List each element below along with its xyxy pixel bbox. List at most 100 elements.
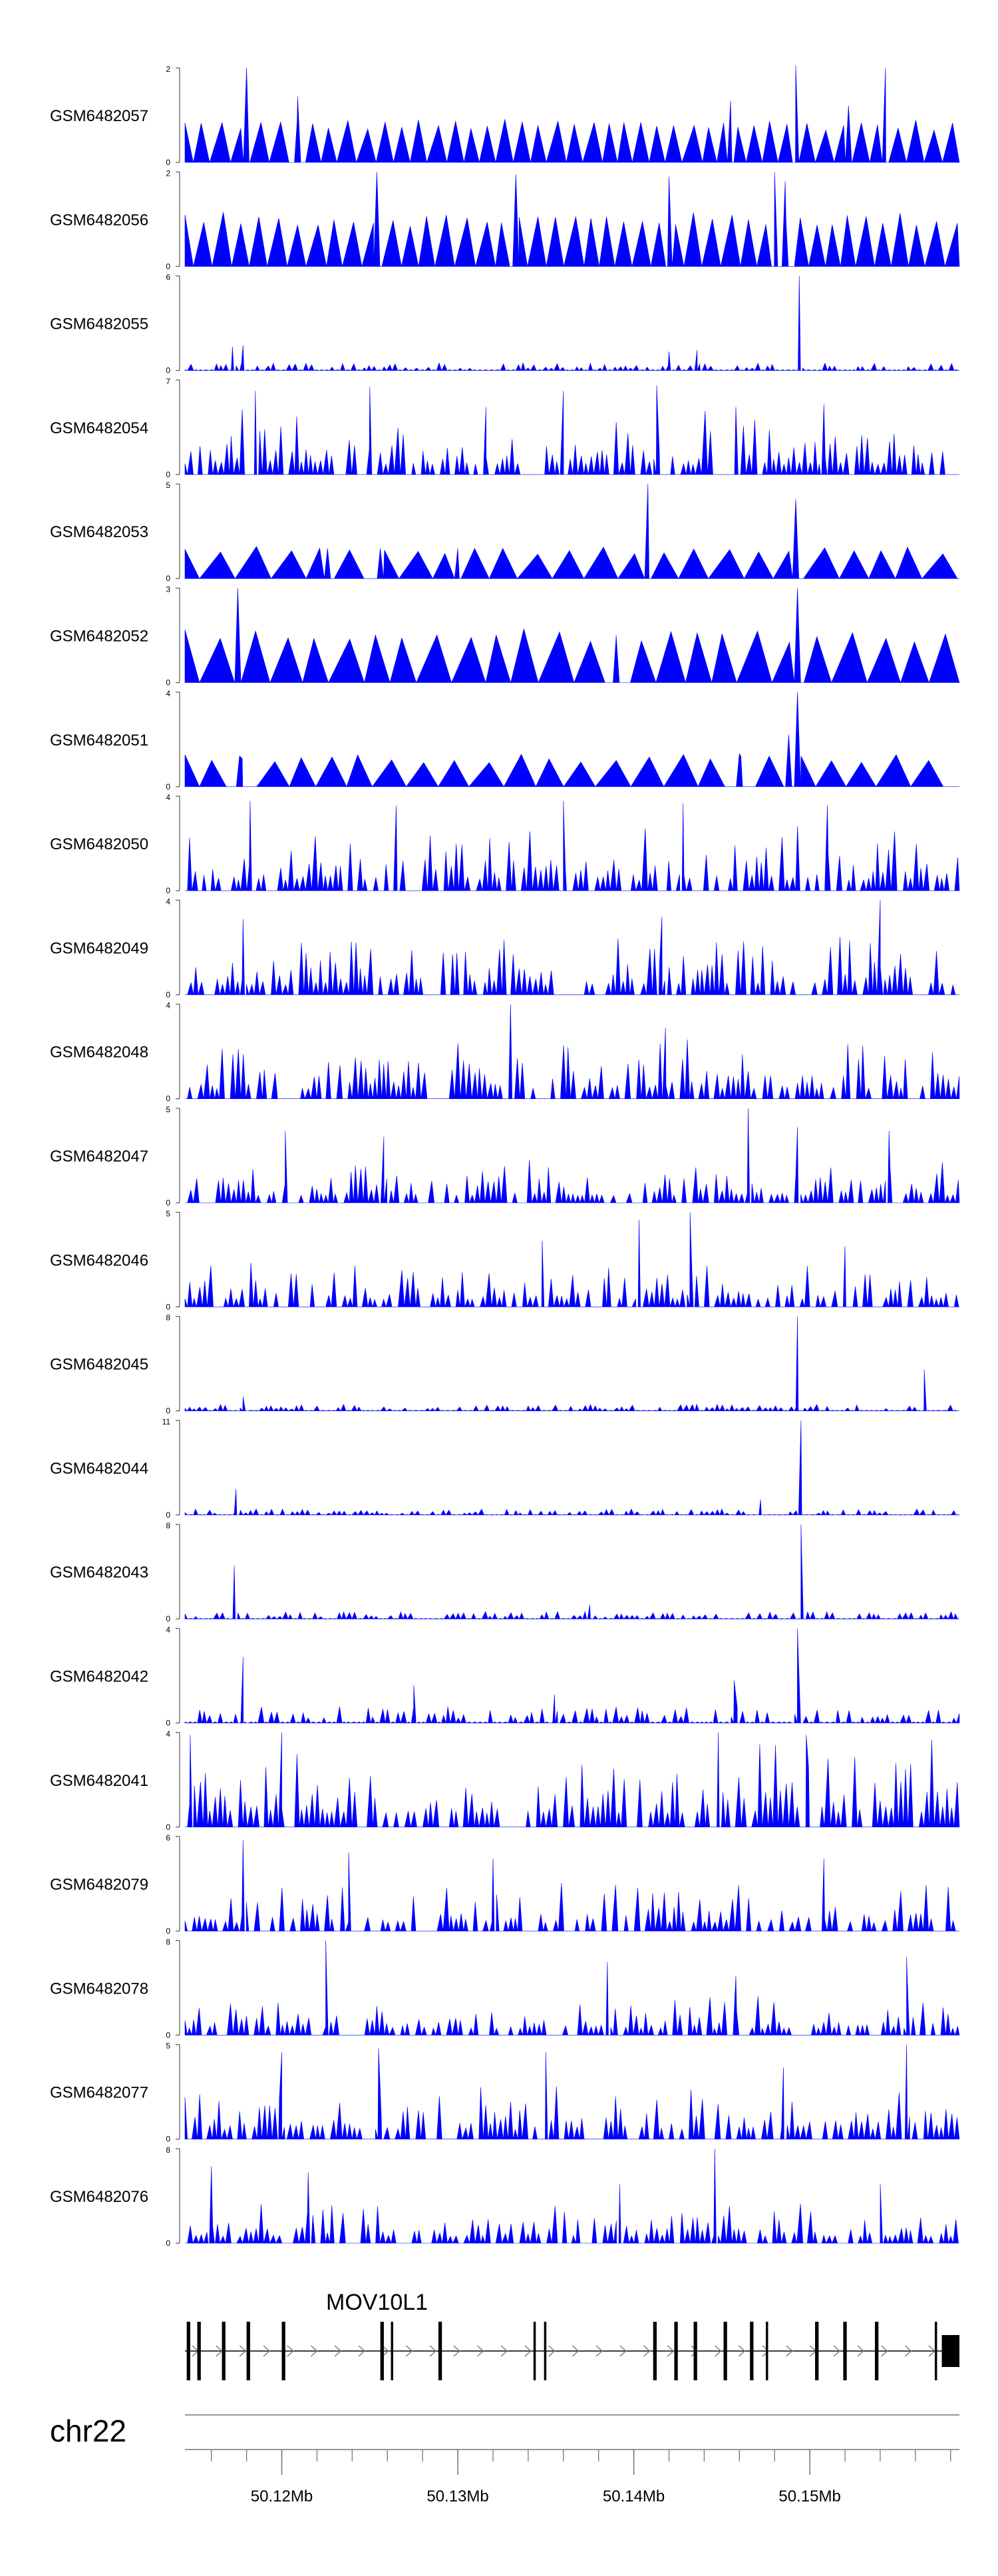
track-label: GSM6482078: [50, 1980, 148, 1998]
exon: [197, 2322, 201, 2380]
strand-arrow: [643, 2345, 651, 2357]
track-GSM6482045: GSM6482045 8 0: [50, 1313, 959, 1416]
genome-axis: chr22 50.12Mb 50.13Mb 50.14Mb 50.15Mb: [50, 2414, 959, 2505]
gene-track: MOV10L1: [185, 2290, 959, 2380]
track-GSM6482078: GSM6482078 8 0: [50, 1937, 960, 2039]
track-label: GSM6482079: [50, 1876, 148, 1894]
exon: [380, 2322, 384, 2380]
y-tick-label-max: 8: [166, 2145, 170, 2155]
coverage-area: [185, 1004, 960, 1100]
track-GSM6482076: GSM6482076 8 0: [50, 2145, 959, 2248]
y-tick-label-max: 5: [166, 1105, 170, 1114]
strand-arrow: [881, 2345, 888, 2357]
coverage-area: [185, 1732, 960, 1828]
y-tick-label-max: 8: [166, 1521, 170, 1530]
y-tick-label-max: 4: [166, 897, 170, 906]
strand-arrow: [667, 2345, 675, 2357]
coverage-area: [184, 1524, 959, 1620]
y-tick-label-max: 5: [166, 2041, 170, 2051]
track-GSM6482051: GSM6482051 4 0: [50, 689, 959, 791]
y-tick-label-min: 0: [166, 782, 170, 791]
track-GSM6482043: GSM6482043 8 0: [50, 1521, 959, 1623]
exon: [533, 2322, 536, 2380]
coverage-area: [184, 385, 959, 476]
axis-tick-label: 50.14Mb: [603, 2487, 665, 2505]
track-GSM6482049: GSM6482049 4 0: [50, 897, 959, 999]
y-tick-label-min: 0: [166, 2030, 170, 2039]
strand-arrow: [287, 2345, 294, 2357]
y-tick-label-min: 0: [166, 1510, 170, 1520]
coverage-area: [185, 900, 959, 996]
y-tick-label-max: 7: [166, 377, 170, 386]
track-label: GSM6482054: [50, 419, 148, 437]
exon: [544, 2322, 547, 2380]
strand-arrow: [857, 2345, 864, 2357]
coverage-area: [184, 1212, 959, 1308]
exon: [750, 2322, 754, 2380]
track-GSM6482046: GSM6482046 5 0: [50, 1209, 959, 1311]
y-tick-label-max: 5: [166, 481, 170, 490]
strand-arrow: [524, 2345, 532, 2357]
coverage-area: [184, 172, 960, 267]
y-tick-label-max: 8: [166, 1937, 170, 1946]
strand-arrow: [595, 2345, 603, 2357]
exon: [674, 2322, 678, 2380]
strand-arrow: [738, 2345, 746, 2357]
y-tick-label-min: 0: [166, 366, 170, 375]
track-GSM6482052: GSM6482052 3 0: [50, 585, 960, 688]
y-tick-label-max: 6: [166, 1833, 170, 1842]
y-tick-label-max: 3: [166, 585, 170, 594]
exon: [653, 2322, 657, 2380]
strand-arrow: [500, 2345, 508, 2357]
exon: [222, 2322, 226, 2380]
strand-arrow: [762, 2345, 770, 2357]
strand-arrow: [715, 2345, 722, 2357]
exon: [693, 2322, 697, 2380]
track-GSM6482053: GSM6482053 5 0: [50, 481, 959, 583]
y-tick-label-max: 6: [166, 273, 170, 282]
y-tick-label-min: 0: [166, 2135, 170, 2144]
exon: [246, 2322, 250, 2380]
track-label: GSM6482041: [50, 1772, 148, 1790]
y-tick-label-max: 2: [166, 65, 170, 74]
strand-arrow: [405, 2345, 413, 2357]
track-GSM6482079: GSM6482079 6 0: [50, 1833, 959, 1936]
coverage-area: [184, 588, 960, 684]
y-tick-label-min: 0: [166, 574, 170, 583]
y-tick-label-min: 0: [166, 1823, 170, 1832]
track-label: GSM6482043: [50, 1564, 148, 1582]
track-label: GSM6482045: [50, 1356, 148, 1374]
exon: [766, 2322, 768, 2380]
track-label: GSM6482077: [50, 2084, 148, 2102]
y-tick-label-min: 0: [166, 678, 170, 688]
track-label: GSM6482076: [50, 2188, 148, 2206]
strand-arrow: [691, 2345, 698, 2357]
track-GSM6482048: GSM6482048 4 0: [50, 1001, 960, 1104]
y-tick-label-min: 0: [166, 1302, 170, 1311]
exon: [281, 2322, 285, 2380]
y-tick-label-max: 11: [162, 1417, 171, 1426]
y-tick-label-max: 4: [166, 1625, 170, 1635]
track-GSM6482055: GSM6482055 6 0: [50, 273, 959, 375]
exon: [438, 2322, 442, 2380]
strand-arrow: [239, 2345, 247, 2357]
strand-arrow: [429, 2345, 437, 2357]
track-GSM6482047: GSM6482047 5 0: [50, 1105, 960, 1207]
coverage-area: [184, 1420, 960, 1516]
track-label: GSM6482056: [50, 211, 148, 229]
track-GSM6482077: GSM6482077 5 0: [50, 2041, 960, 2144]
coverage-area: [184, 484, 959, 579]
track-GSM6482054: GSM6482054 7 0: [50, 377, 959, 479]
coverage-area: [184, 65, 960, 164]
track-label: GSM6482050: [50, 835, 148, 853]
coverage-area: [184, 1839, 959, 1932]
y-tick-label-min: 0: [166, 470, 170, 479]
track-GSM6482041: GSM6482041 4 0: [50, 1729, 960, 1832]
track-label: GSM6482047: [50, 1148, 148, 1166]
strand-arrow: [263, 2345, 271, 2357]
track-label: GSM6482048: [50, 1044, 148, 1062]
axis-tick-label: 50.12Mb: [251, 2487, 313, 2505]
track-label: GSM6482044: [50, 1460, 148, 1478]
coverage-area: [185, 1108, 960, 1204]
